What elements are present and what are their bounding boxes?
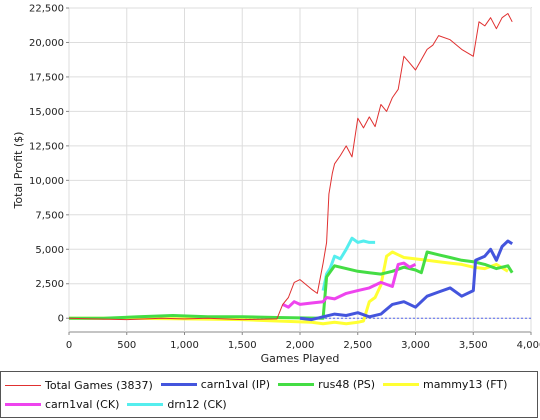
- legend-swatch: [5, 385, 41, 386]
- legend-item: mammy13 (FT): [383, 375, 507, 394]
- legend-item: carn1val (IP): [160, 375, 271, 394]
- x-tick-label: 3,500: [459, 340, 488, 351]
- y-tick-label: 20,000: [29, 38, 64, 49]
- legend-swatch: [383, 383, 420, 386]
- legend-label: carn1val (IP): [200, 378, 271, 391]
- x-tick-label: 4,000: [517, 340, 540, 351]
- legend-label: rus48 (PS): [318, 378, 376, 391]
- axis-ticks: 0 500 1,000 1,500 2,000 2,500 3,000 3,500 4,000 0…: [29, 4, 540, 352]
- y-axis-title: Total Profit ($): [12, 132, 25, 210]
- x-tick-label: 0: [66, 340, 72, 351]
- legend-swatch: [278, 383, 315, 386]
- x-tick-label: 2,500: [343, 340, 372, 351]
- y-tick-label: 17,500: [29, 72, 64, 83]
- series-line-3: [69, 250, 509, 326]
- y-tick-label: 22,500: [29, 4, 64, 15]
- series-line-0: [68, 13, 513, 321]
- y-tick-label: 2,500: [35, 279, 64, 290]
- x-axis-title: Games Played: [261, 352, 340, 365]
- line-chart: 0 500 1,000 1,500 2,000 2,500 3,000 3,500 4,000 0…: [12, 4, 540, 366]
- x-tick-label: 1,500: [228, 340, 257, 351]
- legend-item: rus48 (PS): [278, 375, 375, 394]
- legend-label: carn1val (CK): [45, 398, 120, 411]
- y-tick-label: 0: [58, 314, 64, 325]
- y-tick-label: 15,000: [29, 107, 64, 118]
- series-line-4: [282, 261, 417, 309]
- x-tick-label: 2,000: [286, 340, 315, 351]
- legend-label: drn12 (CK): [167, 398, 227, 411]
- series-layer: [68, 13, 514, 326]
- y-tick-label: 7,500: [35, 210, 64, 221]
- legend-swatch: [160, 383, 197, 386]
- legend-item: carn1val (CK): [5, 395, 119, 414]
- x-tick-label: 500: [117, 340, 136, 351]
- series-line-5: [321, 236, 376, 291]
- y-tick-label: 5,000: [35, 245, 64, 256]
- legend-label: Total Games (3837): [45, 379, 153, 392]
- legend-item: drn12 (CK): [127, 395, 227, 414]
- y-tick-label: 12,500: [29, 141, 64, 152]
- x-tick-label: 1,000: [170, 340, 199, 351]
- series-line-2: [69, 250, 514, 320]
- x-tick-label: 3,000: [401, 340, 430, 351]
- legend-swatch: [5, 403, 41, 406]
- legend: Total Games (3837) carn1val (IP) rus48 (PS…: [0, 371, 538, 418]
- legend-swatch: [127, 403, 164, 406]
- legend-item: Total Games (3837): [5, 376, 153, 395]
- series-line-1: [299, 239, 514, 322]
- y-tick-label: 10,000: [29, 176, 64, 187]
- legend-label: mammy13 (FT): [423, 378, 508, 391]
